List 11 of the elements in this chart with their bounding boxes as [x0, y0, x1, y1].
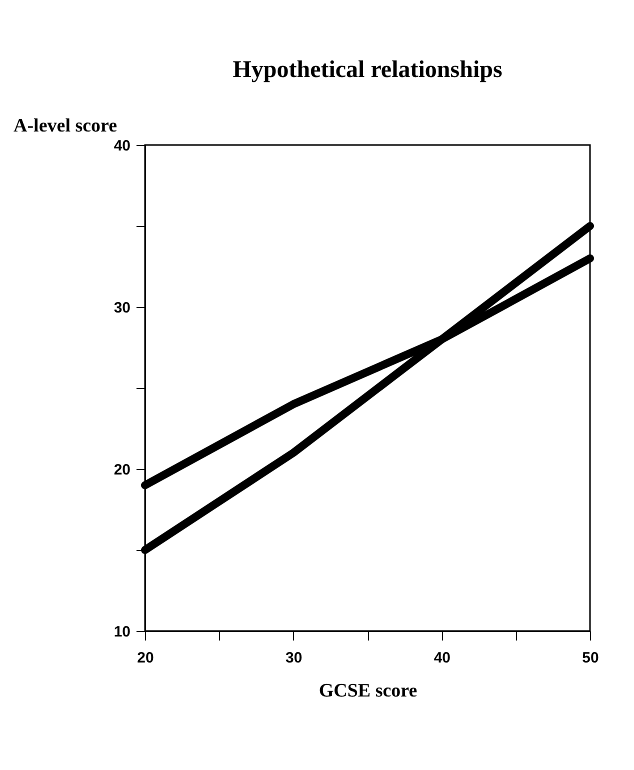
x-tick-label: 50 [582, 650, 599, 666]
x-tick-label: 40 [434, 650, 451, 666]
x-tick-label: 20 [137, 650, 154, 666]
y-tick-label: 40 [114, 138, 130, 154]
y-tick-label: 20 [114, 462, 130, 478]
x-axis-title: GCSE score [318, 680, 418, 702]
chart-title: Hypothetical relationships [232, 57, 502, 83]
y-tick-label: 30 [114, 300, 130, 316]
x-tick-label: 30 [285, 650, 302, 666]
y-axis-title: A-level score [14, 116, 118, 136]
y-tick-label: 10 [114, 624, 130, 640]
